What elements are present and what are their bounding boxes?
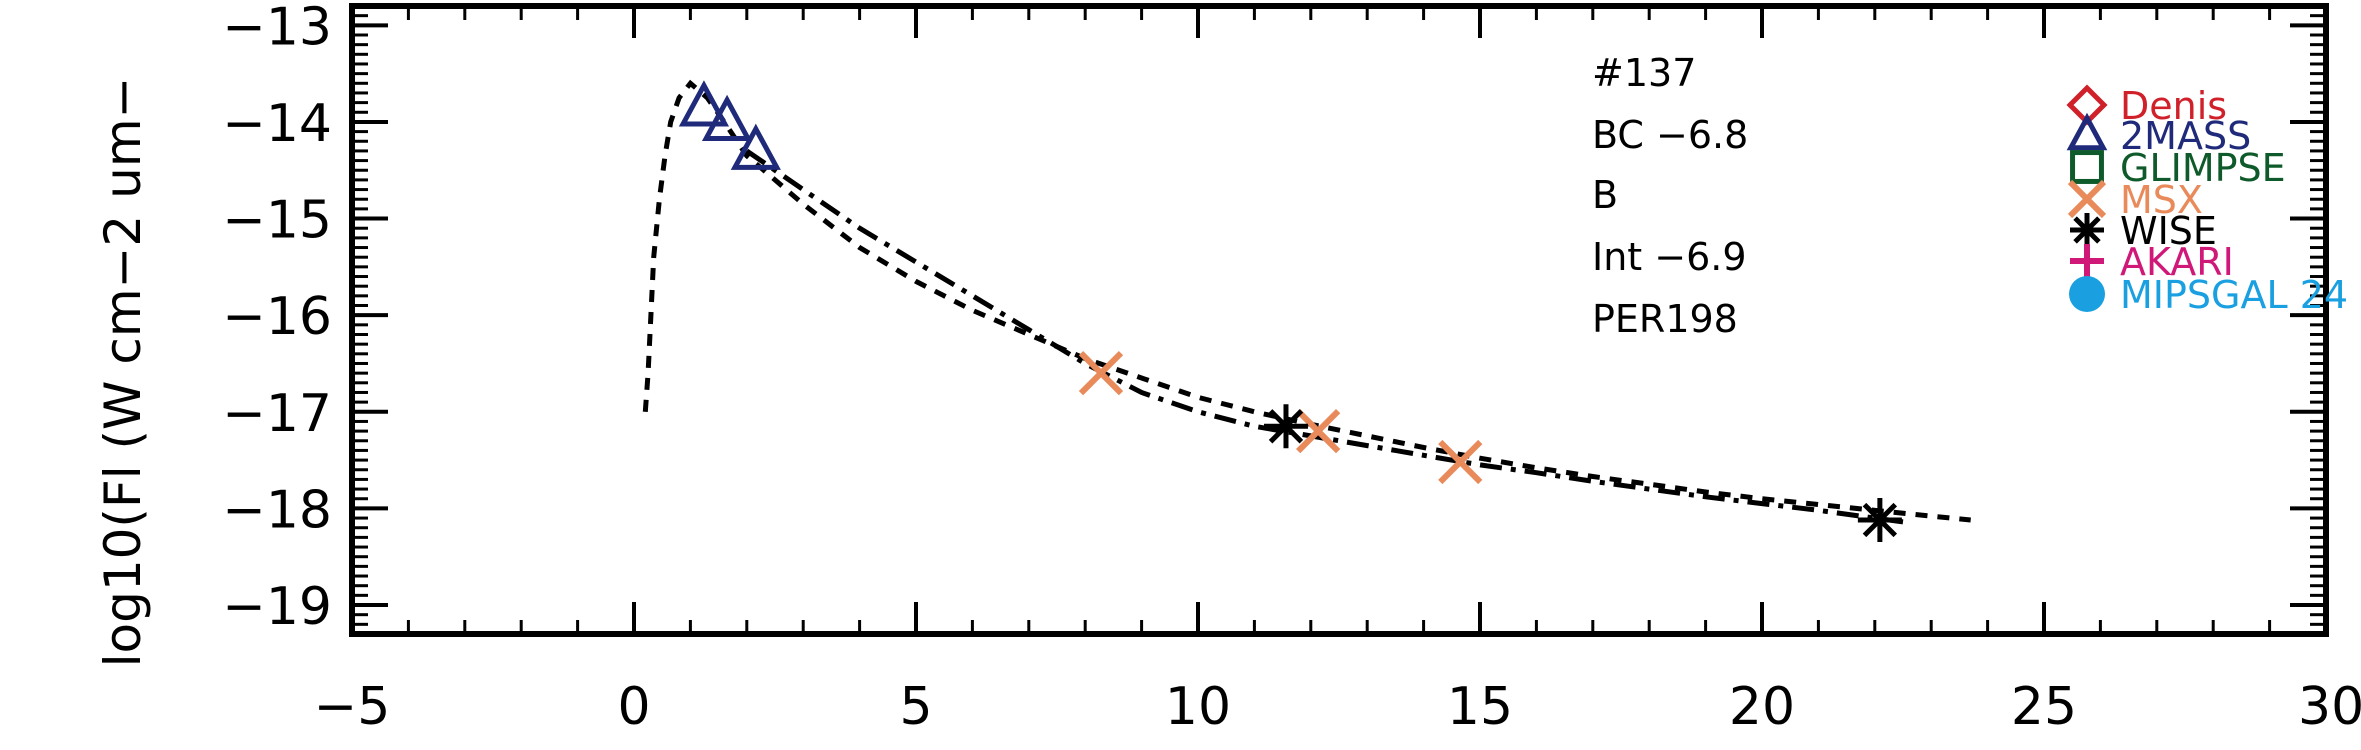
annotation-text: PER198 [1592,297,1738,341]
legend-marker-glimpse [2070,150,2104,184]
y-tick-label: −17 [222,384,332,444]
annotation-text: B [1592,173,1618,217]
data-point-msx [1438,439,1483,485]
legend-marker-wise [2070,213,2104,247]
data-point-wise [1263,404,1308,449]
x-tick-label: 5 [899,677,932,737]
x-tick-label: −5 [314,677,391,737]
legend-label: GLIMPSE [2120,146,2286,190]
legend-label: AKARI [2120,240,2234,284]
legend-marker-akari [2070,244,2104,278]
data-point-2mass [730,123,781,170]
legend-label: WISE [2120,209,2217,253]
series-dashed-line [642,79,1971,523]
y-tick-label: −15 [222,191,332,251]
x-tick-label: 0 [617,677,650,737]
legend-marker-mipsgal-24 [2069,276,2105,312]
x-tick-label: 15 [1447,677,1513,737]
data-point-2mass [678,80,730,127]
x-tick-label: 20 [1729,677,1795,737]
data-point-msx [1296,408,1341,454]
annotation-text: #137 [1592,51,1696,95]
data-points [678,80,1902,542]
data-point-2mass [701,94,753,141]
annotation-text: Int −6.9 [1592,235,1747,279]
y-tick-label: −18 [222,480,332,540]
source-annotations: #137 BC −6.8 B Int −6.9 PER198 [1592,51,1748,341]
legend-label: MSX [2120,178,2203,222]
data-point-msx [1078,351,1124,396]
series-dashdot-line [745,148,1904,525]
legend-label: Denis [2120,84,2227,128]
x-tick-label: 25 [2011,677,2077,737]
y-tick-label: −19 [222,577,332,637]
annotation-text: BC −6.8 [1592,113,1748,157]
x-tick-label: 10 [1165,677,1231,737]
legend-label: MIPSGAL 24 [2120,273,2348,317]
model-curves [642,79,1971,525]
x-tick-label: 30 [2298,677,2361,737]
legend-marker-2mass [2066,112,2108,151]
legend-marker-msx [2067,179,2107,219]
data-point-wise [1857,497,1902,542]
plot-frame [349,3,2329,637]
y-tick-label: −14 [222,94,332,154]
legend-label: 2MASS [2120,114,2251,158]
y-axis-label: log10(Fl (W cm−2 um− [94,77,152,668]
y-tick-label: −13 [222,0,332,57]
y-tick-label: −16 [222,287,332,347]
plot-axes: −19 −18 −17 −16 −15 −14 −13 −5 0 5 10 15 20 25 30 [222,0,2361,737]
